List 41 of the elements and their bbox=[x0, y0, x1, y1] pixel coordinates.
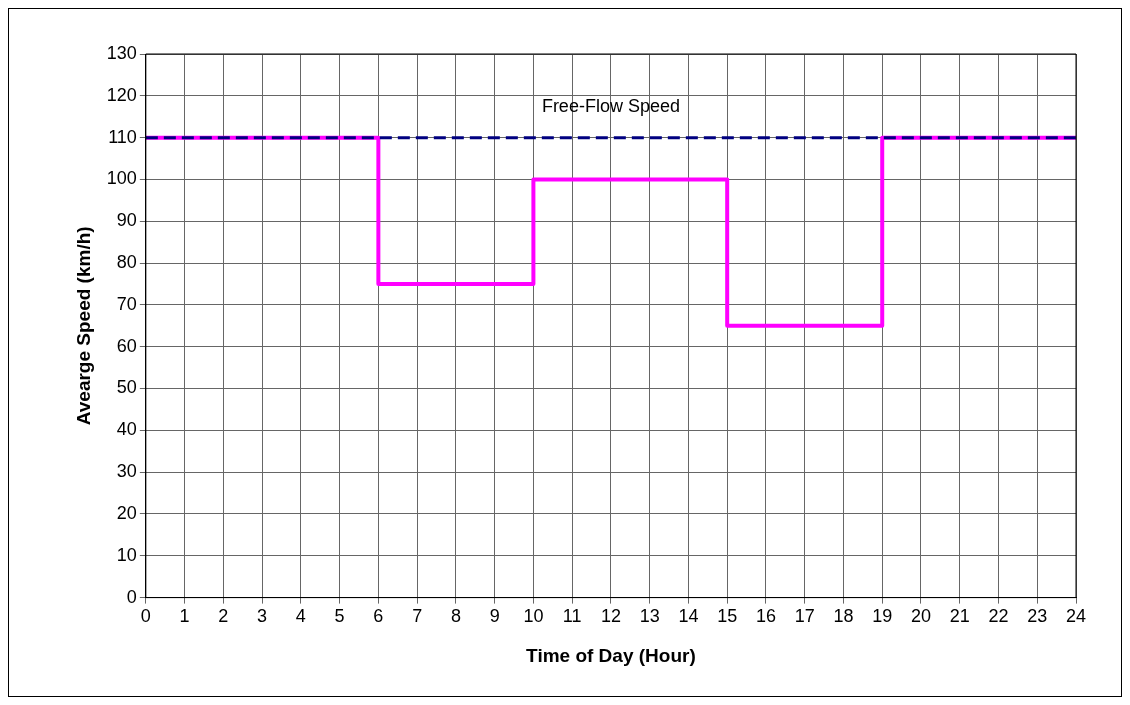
x-tick-label: 23 bbox=[1027, 606, 1048, 627]
y-tick-label: 130 bbox=[106, 42, 137, 63]
x-tick-label: 3 bbox=[257, 606, 268, 627]
y-tick-label: 70 bbox=[116, 293, 137, 314]
x-tick-label: 7 bbox=[412, 606, 423, 627]
x-tick-label: 12 bbox=[600, 606, 621, 627]
x-tick-label: 14 bbox=[678, 606, 699, 627]
y-tick-label: 10 bbox=[116, 544, 137, 565]
x-tick-label: 2 bbox=[218, 606, 229, 627]
x-tick-label: 10 bbox=[523, 606, 544, 627]
x-tick-label: 13 bbox=[639, 606, 660, 627]
y-tick-label: 90 bbox=[116, 210, 137, 231]
x-tick-label: 21 bbox=[949, 606, 970, 627]
y-axis-title: Avearge Speed (km/h) bbox=[72, 226, 94, 426]
y-tick-label: 30 bbox=[116, 461, 137, 482]
x-axis-title: Time of Day (Hour) bbox=[526, 644, 696, 666]
x-tick-label: 4 bbox=[295, 606, 306, 627]
x-tick-label: 16 bbox=[755, 606, 776, 627]
x-tick-label: 24 bbox=[1065, 606, 1087, 627]
y-tick-label: 120 bbox=[106, 84, 137, 105]
y-tick-label: 80 bbox=[116, 252, 137, 273]
x-tick-label: 0 bbox=[140, 606, 151, 627]
x-tick-label: 9 bbox=[489, 606, 500, 627]
x-tick-label: 17 bbox=[794, 606, 815, 627]
x-tick-label: 11 bbox=[562, 606, 582, 627]
y-tick-label: 50 bbox=[116, 377, 137, 398]
x-tick-label: 5 bbox=[334, 606, 345, 627]
y-tick-label: 20 bbox=[116, 502, 137, 523]
x-tick-label: 20 bbox=[910, 606, 931, 627]
y-tick-label: 60 bbox=[116, 335, 137, 356]
y-tick-label: 100 bbox=[106, 168, 137, 189]
x-tick-label: 22 bbox=[988, 606, 1009, 627]
y-tick-label: 0 bbox=[126, 586, 137, 607]
x-tick-label: 15 bbox=[717, 606, 738, 627]
x-tick-label: 6 bbox=[373, 606, 384, 627]
x-tick-label: 19 bbox=[872, 606, 893, 627]
y-tick-label: 110 bbox=[108, 126, 137, 147]
x-tick-label: 8 bbox=[450, 606, 461, 627]
x-tick-label: 1 bbox=[179, 606, 190, 627]
y-tick-label: 40 bbox=[116, 419, 137, 440]
x-tick-label: 18 bbox=[833, 606, 854, 627]
